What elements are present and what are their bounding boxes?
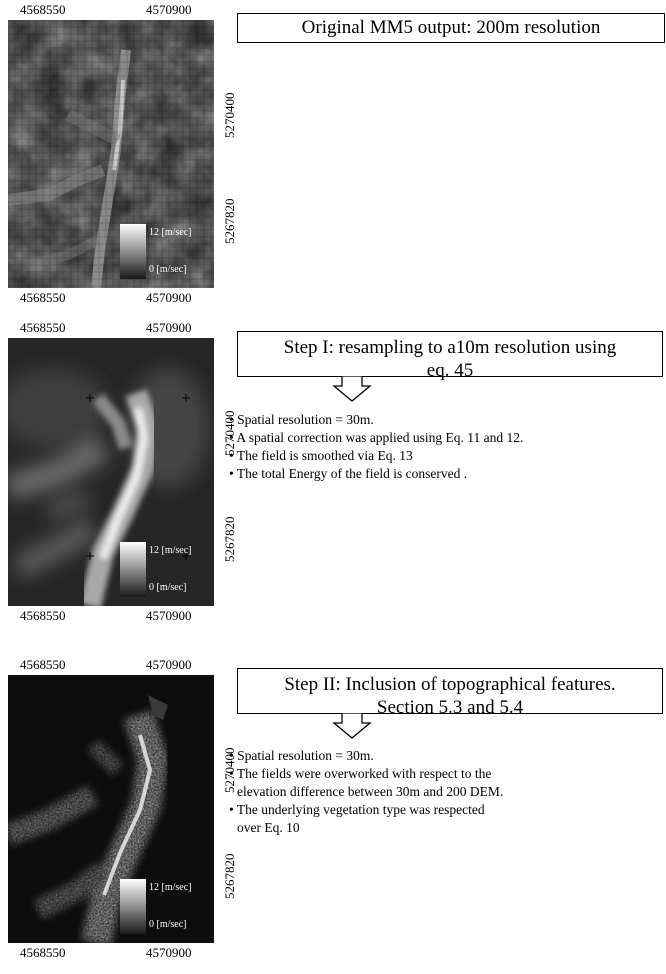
smoothed-field xyxy=(8,338,214,606)
map-image-smoothed: 12 [m/sec] 0 [m/sec] xyxy=(8,338,214,606)
x-tick-bottom-left: 4568550 xyxy=(20,290,66,305)
legend-max-label: 12 [m/sec] xyxy=(149,227,192,238)
x-tick-top-right: 4570900 xyxy=(146,320,192,335)
x-tick-bottom-right: 4570900 xyxy=(146,945,192,960)
title-box-original: Original MM5 output: 200m resolution xyxy=(237,13,665,43)
panel-step-two: 4568550 4570900 xyxy=(0,655,666,974)
y-tick-top: 5270400 xyxy=(222,92,237,139)
legend-min-label: 0 [m/sec] xyxy=(149,264,187,275)
wind-map-topographic: 12 [m/sec] 0 [m/sec] xyxy=(8,675,214,943)
x-tick-top-right: 4570900 xyxy=(146,657,192,672)
map-image-topographic: 12 [m/sec] 0 [m/sec] xyxy=(8,675,214,943)
legend-min-label: 0 [m/sec] xyxy=(149,919,187,930)
title-box-step-two: Step II: Inclusion of topographical feat… xyxy=(237,668,663,718)
bullet-item-continuation: elevation difference between 30m and 200… xyxy=(237,784,504,799)
legend-min-label: 0 [m/sec] xyxy=(149,582,187,593)
legend-colorbar xyxy=(120,224,146,279)
x-tick-top-left: 4568550 xyxy=(20,657,66,672)
legend-max-label: 12 [m/sec] xyxy=(149,882,192,893)
topographic-field xyxy=(8,675,214,943)
y-tick-bottom: 5267820 xyxy=(222,853,237,900)
y-tick-bottom: 5267820 xyxy=(222,516,237,563)
panel-original-mm5: 4568550 4570900 xyxy=(0,0,666,310)
x-tick-bottom-left: 4568550 xyxy=(20,608,66,623)
bullet-item: • Spatial resolution = 30m. xyxy=(229,412,374,427)
bullet-item-continuation: over Eq. 10 xyxy=(237,820,300,835)
legend-colorbar xyxy=(120,879,146,934)
bullet-item: • The total Energy of the field is conse… xyxy=(229,466,468,481)
bullet-item: • A spatial correction was applied using… xyxy=(229,430,524,445)
panel-step-one: 4568550 4570900 xyxy=(0,318,666,638)
y-tick-bottom: 5267820 xyxy=(222,198,237,245)
x-tick-top-left: 4568550 xyxy=(20,2,66,17)
title-step-two-line1: Step II: Inclusion of topographical feat… xyxy=(284,674,616,695)
title-step-two-line2: Section 5.3 and 5.4 xyxy=(376,697,524,718)
title-original: Original MM5 output: 200m resolution xyxy=(301,17,601,38)
bullet-list-step-two: • Spatial resolution = 30m. • The fields… xyxy=(229,747,503,837)
down-arrow-icon xyxy=(332,713,372,739)
bullet-item: • The field is smoothed via Eq. 13 xyxy=(229,448,413,463)
x-tick-bottom-right: 4570900 xyxy=(146,608,192,623)
wind-map-resampled: 12 [m/sec] 0 [m/sec] xyxy=(8,338,214,606)
x-tick-bottom-right: 4570900 xyxy=(146,290,192,305)
x-tick-top-right: 4570900 xyxy=(146,2,192,17)
legend-colorbar xyxy=(120,542,146,597)
bullet-item: • The fields were overworked with respec… xyxy=(229,766,492,781)
map-image-coarse: 12 [m/sec] 0 [m/sec] xyxy=(8,20,214,288)
wind-map-200m: 12 [m/sec] 0 [m/sec] xyxy=(8,20,214,288)
bullet-item: • The underlying vegetation type was res… xyxy=(229,802,485,817)
bullet-list-step-one: • Spatial resolution = 30m. • A spatial … xyxy=(229,411,523,483)
title-box-step-one: Step I: resampling to a10m resolution us… xyxy=(237,331,663,381)
title-step-one-line2: eq. 45 xyxy=(426,360,474,381)
x-tick-bottom-left: 4568550 xyxy=(20,945,66,960)
down-arrow-icon xyxy=(332,376,372,402)
x-tick-top-left: 4568550 xyxy=(20,320,66,335)
coarse-grid xyxy=(8,20,214,288)
bullet-item: • Spatial resolution = 30m. xyxy=(229,748,374,763)
legend-max-label: 12 [m/sec] xyxy=(149,545,192,556)
title-step-one-line1: Step I: resampling to a10m resolution us… xyxy=(283,337,617,358)
